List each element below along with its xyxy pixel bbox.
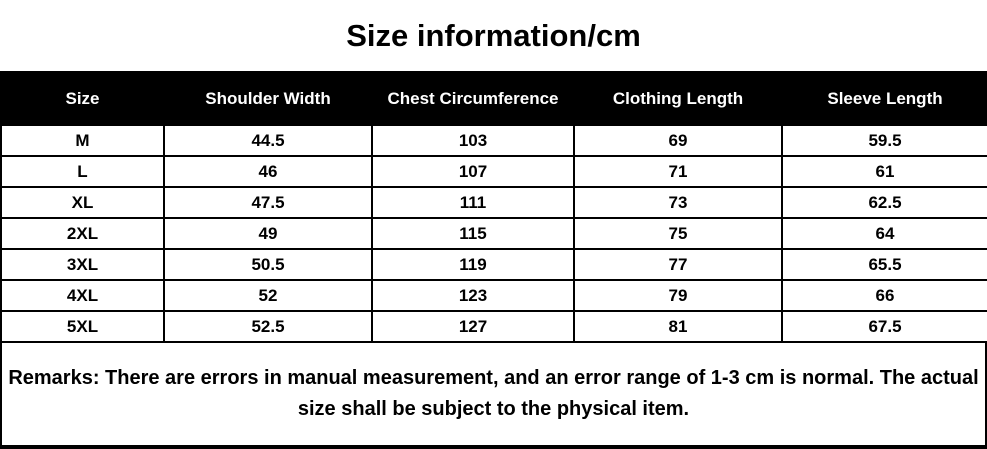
value-cell: 115 xyxy=(371,217,575,250)
value-cell: 64 xyxy=(781,217,987,250)
table-row-2xl: 2XL 49 115 75 64 xyxy=(0,217,987,250)
value-cell: 49 xyxy=(163,217,373,250)
value-cell: 107 xyxy=(371,155,575,188)
size-cell: L xyxy=(0,155,165,188)
value-cell: 127 xyxy=(371,310,575,343)
size-cell: XL xyxy=(0,186,165,219)
value-cell: 77 xyxy=(573,248,783,281)
value-cell: 71 xyxy=(573,155,783,188)
value-cell: 73 xyxy=(573,186,783,219)
table-row-4xl: 4XL 52 123 79 66 xyxy=(0,279,987,312)
value-cell: 44.5 xyxy=(163,124,373,157)
value-cell: 111 xyxy=(371,186,575,219)
table-row-3xl: 3XL 50.5 119 77 65.5 xyxy=(0,248,987,281)
value-cell: 65.5 xyxy=(781,248,987,281)
value-cell: 61 xyxy=(781,155,987,188)
header-cell-shoulder-width: Shoulder Width xyxy=(163,71,373,126)
table-row-xl: XL 47.5 111 73 62.5 xyxy=(0,186,987,219)
value-cell: 50.5 xyxy=(163,248,373,281)
value-cell: 47.5 xyxy=(163,186,373,219)
table-row-l: L 46 107 71 61 xyxy=(0,155,987,188)
remarks-text: Remarks: There are errors in manual meas… xyxy=(8,367,979,420)
value-cell: 103 xyxy=(371,124,575,157)
table-row-5xl: 5XL 52.5 127 81 67.5 xyxy=(0,310,987,343)
value-cell: 81 xyxy=(573,310,783,343)
header-cell-size: Size xyxy=(0,71,165,126)
size-cell: 4XL xyxy=(0,279,165,312)
table-header-row: Size Shoulder Width Chest Circumference … xyxy=(0,71,987,126)
value-cell: 67.5 xyxy=(781,310,987,343)
size-table: Size Shoulder Width Chest Circumference … xyxy=(0,71,987,343)
value-cell: 123 xyxy=(371,279,575,312)
page-title: Size information/cm xyxy=(346,17,641,53)
value-cell: 52.5 xyxy=(163,310,373,343)
header-cell-sleeve-length: Sleeve Length xyxy=(781,71,987,126)
header-cell-clothing-length: Clothing Length xyxy=(573,71,783,126)
size-cell: 3XL xyxy=(0,248,165,281)
value-cell: 69 xyxy=(573,124,783,157)
table-row-m: M 44.5 103 69 59.5 xyxy=(0,124,987,157)
value-cell: 62.5 xyxy=(781,186,987,219)
value-cell: 66 xyxy=(781,279,987,312)
header-cell-chest-circumference: Chest Circumference xyxy=(371,71,575,126)
value-cell: 79 xyxy=(573,279,783,312)
remarks-box: Remarks: There are errors in manual meas… xyxy=(0,343,987,449)
value-cell: 46 xyxy=(163,155,373,188)
value-cell: 75 xyxy=(573,217,783,250)
value-cell: 59.5 xyxy=(781,124,987,157)
size-cell: 2XL xyxy=(0,217,165,250)
size-cell: M xyxy=(0,124,165,157)
size-cell: 5XL xyxy=(0,310,165,343)
value-cell: 52 xyxy=(163,279,373,312)
value-cell: 119 xyxy=(371,248,575,281)
